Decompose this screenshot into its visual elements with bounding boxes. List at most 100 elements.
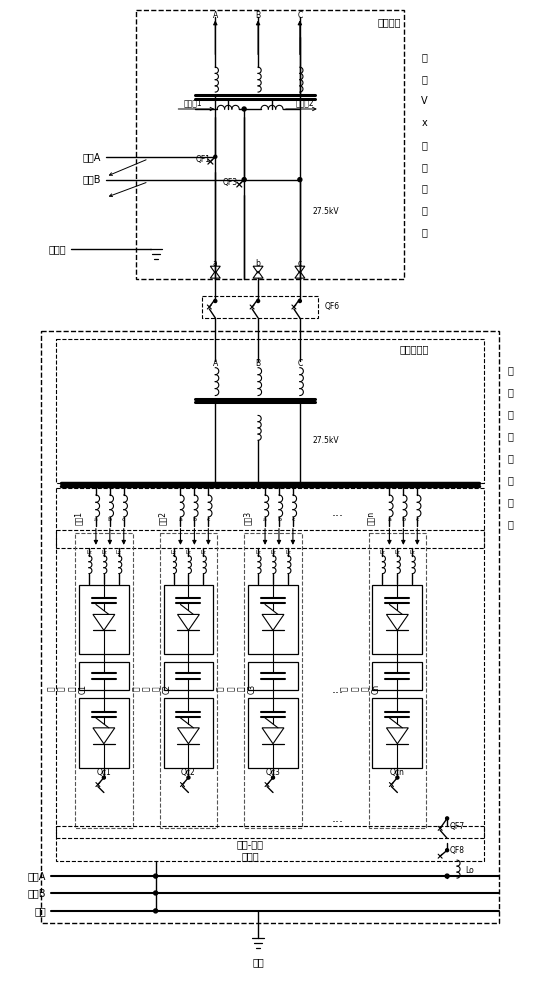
Text: Qc2: Qc2 <box>181 768 196 777</box>
Text: c: c <box>298 259 302 268</box>
Bar <box>79 698 129 768</box>
Text: ...: ... <box>332 812 344 825</box>
Circle shape <box>256 300 260 303</box>
Text: Lz: Lz <box>170 550 176 555</box>
Circle shape <box>243 178 246 181</box>
Text: Lz: Lz <box>201 550 206 555</box>
Bar <box>41 331 499 923</box>
Text: QF8: QF8 <box>450 846 465 855</box>
Text: 既: 既 <box>421 52 427 62</box>
Text: 变: 变 <box>508 475 513 485</box>
Text: a: a <box>213 259 218 268</box>
Circle shape <box>102 776 105 779</box>
Bar <box>373 585 423 654</box>
Bar <box>56 826 484 861</box>
Text: 器: 器 <box>508 519 513 529</box>
Text: 子
模
块
C3: 子 模 块 C3 <box>216 684 256 694</box>
Bar <box>373 662 423 690</box>
Text: Lz: Lz <box>255 550 261 555</box>
Text: b: b <box>108 517 112 522</box>
Text: Qcn: Qcn <box>390 768 405 777</box>
Bar <box>56 488 484 548</box>
Text: 式: 式 <box>508 409 513 419</box>
Text: B: B <box>255 359 261 368</box>
Text: 27.5kV: 27.5kV <box>313 207 339 216</box>
Bar <box>79 585 129 654</box>
Text: 母线B: 母线B <box>27 888 46 898</box>
Bar <box>202 296 318 318</box>
Text: c: c <box>291 517 295 522</box>
Bar <box>75 533 133 828</box>
Text: 大地: 大地 <box>252 958 264 968</box>
Text: 变: 变 <box>421 184 427 194</box>
Text: A: A <box>213 11 218 20</box>
Text: B: B <box>255 11 261 20</box>
Text: 负馈线1: 负馈线1 <box>184 99 203 108</box>
Text: QF1: QF1 <box>195 155 210 164</box>
Text: Lz: Lz <box>285 550 291 555</box>
Circle shape <box>242 178 246 182</box>
Text: 27.5kV: 27.5kV <box>313 436 339 445</box>
Text: 匹配变压器: 匹配变压器 <box>400 344 429 354</box>
Text: 钢轨: 钢轨 <box>35 906 46 916</box>
Circle shape <box>396 776 399 779</box>
Bar <box>163 662 213 690</box>
Circle shape <box>446 849 449 852</box>
Text: ...: ... <box>332 683 344 696</box>
Text: Lz: Lz <box>409 550 415 555</box>
Text: Lz: Lz <box>86 550 92 555</box>
Circle shape <box>153 874 158 878</box>
Bar <box>56 339 484 483</box>
Text: 负馈线2: 负馈线2 <box>295 99 314 108</box>
Text: 子
模
块
Cn: 子 模 块 Cn <box>340 684 381 694</box>
Text: c: c <box>122 517 125 522</box>
Text: x: x <box>421 118 427 128</box>
Circle shape <box>153 909 158 913</box>
Text: QF7: QF7 <box>450 822 465 831</box>
Text: b: b <box>192 517 196 522</box>
Text: 三相电网: 三相电网 <box>378 17 401 27</box>
Circle shape <box>298 178 302 182</box>
Text: 器: 器 <box>421 227 427 237</box>
Circle shape <box>298 300 301 303</box>
Text: 压: 压 <box>421 205 427 215</box>
Text: 牵: 牵 <box>508 431 513 441</box>
Bar <box>248 585 298 654</box>
Text: 母线B: 母线B <box>82 175 101 185</box>
Text: 母线A: 母线A <box>28 871 46 881</box>
Text: Lo: Lo <box>465 866 474 875</box>
Bar <box>79 662 129 690</box>
Text: a: a <box>387 517 391 522</box>
Circle shape <box>214 155 217 158</box>
Text: Lz: Lz <box>101 550 107 555</box>
Text: 钢轨地: 钢轨地 <box>48 244 66 254</box>
Text: Lz: Lz <box>116 550 122 555</box>
Text: QF3: QF3 <box>223 178 238 187</box>
Text: a: a <box>263 517 267 522</box>
Text: 绕组3: 绕组3 <box>243 511 252 525</box>
Text: 压: 压 <box>508 497 513 507</box>
Bar <box>136 10 404 279</box>
Text: Lz: Lz <box>186 550 191 555</box>
Text: 子
模
块
C1: 子 模 块 C1 <box>47 684 87 694</box>
Text: 牵: 牵 <box>421 140 427 150</box>
Bar <box>368 533 426 828</box>
Text: 引: 引 <box>421 162 427 172</box>
Text: b: b <box>277 517 281 522</box>
Text: 引: 引 <box>508 453 513 463</box>
Text: A: A <box>213 359 218 368</box>
Text: QF6: QF6 <box>325 302 340 311</box>
Text: b: b <box>256 259 260 268</box>
Text: Lz: Lz <box>395 550 400 555</box>
Bar <box>159 533 218 828</box>
Text: 绕组1: 绕组1 <box>73 511 83 525</box>
Text: a: a <box>94 517 98 522</box>
Text: b: b <box>401 517 406 522</box>
Text: 子: 子 <box>508 388 513 398</box>
Text: C: C <box>297 11 302 20</box>
Circle shape <box>271 776 275 779</box>
Text: c: c <box>207 517 210 522</box>
Text: Lz: Lz <box>270 550 276 555</box>
Bar <box>244 533 302 828</box>
Text: 绕组n: 绕组n <box>367 511 376 525</box>
